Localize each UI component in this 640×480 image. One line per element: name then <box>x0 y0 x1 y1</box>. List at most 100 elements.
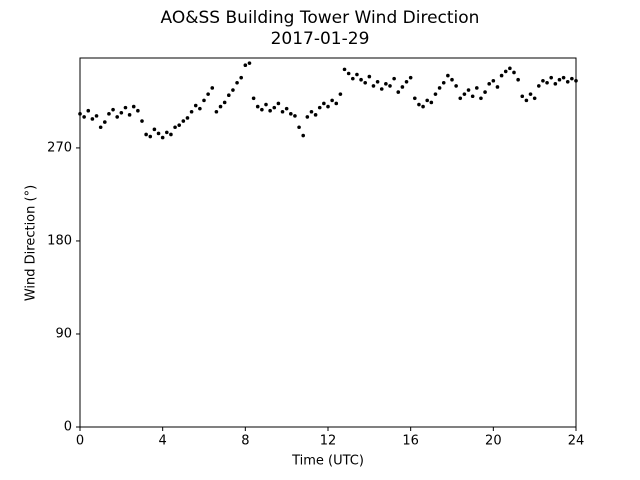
point <box>144 132 148 137</box>
point <box>400 85 405 89</box>
point <box>177 123 181 127</box>
point <box>127 113 132 117</box>
point <box>483 90 487 94</box>
point <box>156 131 161 136</box>
point <box>280 109 285 114</box>
point <box>301 133 306 138</box>
point <box>152 127 157 132</box>
point <box>351 76 355 81</box>
point <box>268 108 272 113</box>
point <box>553 82 558 86</box>
point <box>293 114 297 118</box>
point <box>94 114 99 118</box>
point <box>499 73 504 78</box>
point <box>437 86 442 90</box>
point <box>375 79 380 84</box>
point <box>421 104 425 109</box>
point <box>413 96 417 101</box>
point <box>289 112 293 116</box>
point <box>119 110 124 115</box>
point <box>512 70 516 75</box>
point <box>470 94 475 99</box>
point <box>251 96 256 101</box>
point <box>408 75 413 80</box>
x-tick-label: 4 <box>159 434 167 449</box>
point <box>338 92 343 96</box>
point <box>227 93 231 98</box>
point <box>342 67 347 72</box>
point <box>503 69 508 74</box>
point <box>123 105 128 110</box>
point <box>115 115 119 119</box>
point <box>313 113 318 117</box>
point <box>524 98 529 103</box>
point <box>520 94 525 99</box>
point <box>388 84 392 88</box>
point <box>185 116 190 120</box>
point <box>78 112 82 116</box>
point <box>131 104 136 109</box>
point <box>417 102 421 107</box>
point <box>425 98 430 103</box>
point <box>305 115 310 119</box>
point <box>454 84 458 88</box>
point <box>214 109 219 114</box>
point <box>367 74 372 79</box>
point <box>404 79 409 84</box>
point <box>103 120 107 124</box>
point <box>565 79 570 84</box>
x-tick-label: 24 <box>568 434 585 449</box>
point <box>247 61 252 65</box>
point <box>276 101 281 106</box>
point <box>487 82 492 86</box>
point <box>98 125 103 130</box>
point <box>111 107 115 112</box>
point <box>549 75 553 80</box>
point <box>239 75 243 80</box>
point <box>264 102 268 107</box>
point <box>475 86 479 90</box>
point <box>508 66 512 71</box>
point <box>189 109 194 114</box>
y-tick-label: 270 <box>47 140 72 155</box>
point <box>297 125 301 130</box>
point <box>284 106 289 111</box>
point <box>429 100 434 105</box>
point <box>235 81 239 85</box>
point <box>334 101 339 106</box>
point <box>260 107 264 112</box>
chart-subtitle: 2017-01-29 <box>271 29 370 49</box>
point <box>173 125 177 130</box>
point <box>384 82 388 86</box>
point <box>326 104 330 109</box>
plot-frame <box>79 57 577 428</box>
point <box>218 104 223 109</box>
point <box>202 98 206 103</box>
point <box>90 117 95 121</box>
point <box>346 71 351 76</box>
x-tick-label: 0 <box>76 434 84 449</box>
y-tick-label: 180 <box>47 233 72 248</box>
point <box>206 92 210 96</box>
point <box>322 101 326 106</box>
point <box>107 112 111 116</box>
point <box>140 119 144 123</box>
point <box>359 77 363 82</box>
point <box>136 108 140 113</box>
point <box>198 106 202 111</box>
point <box>450 77 454 82</box>
point <box>561 75 566 80</box>
point <box>396 90 401 94</box>
point <box>355 72 359 77</box>
point <box>532 96 537 101</box>
point <box>462 92 467 96</box>
y-tick-label: 0 <box>64 420 72 435</box>
point <box>222 100 227 105</box>
point <box>458 96 463 101</box>
point <box>160 135 165 140</box>
point <box>165 130 169 135</box>
point <box>210 86 215 90</box>
point <box>181 119 186 123</box>
point <box>574 78 578 83</box>
